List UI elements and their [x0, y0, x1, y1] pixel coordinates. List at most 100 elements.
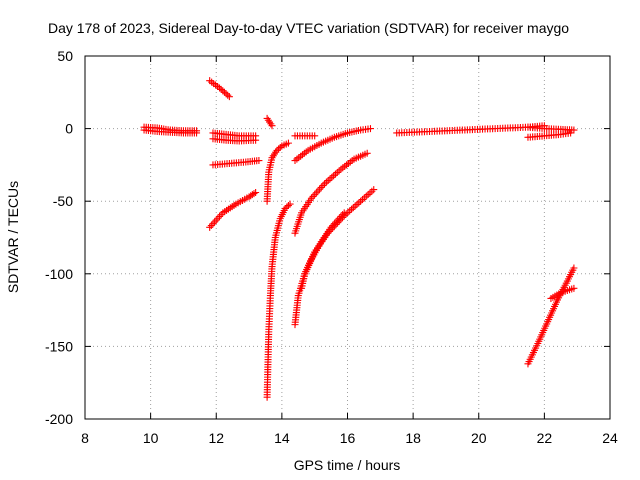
- data-point: [328, 173, 336, 181]
- data-point: [331, 170, 339, 178]
- series-arc-13: [291, 149, 371, 237]
- data-point: [364, 191, 372, 199]
- data-point: [209, 220, 217, 228]
- data-point: [252, 136, 260, 144]
- data-point: [311, 191, 319, 199]
- series-arc-07: [206, 188, 260, 231]
- data-point: [314, 187, 322, 195]
- data-point: [219, 87, 227, 95]
- data-point: [276, 143, 284, 151]
- data-point: [206, 223, 214, 231]
- data-point: [322, 178, 330, 186]
- y-tick-label: -200: [45, 411, 73, 427]
- data-point: [363, 149, 371, 157]
- data-point: [273, 146, 281, 154]
- data-point: [222, 90, 230, 98]
- data-point: [360, 194, 368, 202]
- data-point: [351, 202, 359, 210]
- data-point: [250, 190, 258, 198]
- y-tick-label: -50: [53, 193, 73, 209]
- data-point: [357, 197, 365, 205]
- x-tick-label: 16: [340, 430, 356, 446]
- data-point: [359, 196, 366, 204]
- data-point: [212, 216, 220, 224]
- x-axis-label: GPS time / hours: [294, 457, 401, 473]
- data-point: [284, 139, 292, 147]
- data-point: [366, 125, 374, 133]
- y-tick-label: 50: [57, 48, 73, 64]
- data-point: [286, 200, 294, 208]
- data-point: [311, 132, 319, 140]
- x-tick-label: 14: [274, 430, 290, 446]
- data-point: [362, 192, 370, 200]
- data-point: [324, 177, 332, 185]
- x-tick-label: 18: [405, 430, 421, 446]
- data-point: [252, 188, 260, 196]
- data-point: [317, 183, 325, 191]
- data-point: [220, 88, 228, 96]
- data-point: [268, 122, 276, 130]
- data-point: [283, 203, 291, 211]
- data-point: [319, 182, 327, 190]
- data-point: [312, 189, 320, 197]
- series-arc-02: [140, 126, 201, 137]
- data-point: [284, 202, 292, 210]
- data-point: [348, 205, 356, 213]
- data-point: [211, 218, 219, 226]
- series-arc-08: [263, 114, 276, 130]
- chart-title: Day 178 of 2023, Sidereal Day-to-day VTE…: [48, 20, 569, 36]
- data-point: [309, 192, 317, 200]
- data-point: [570, 284, 578, 292]
- data-point: [225, 93, 233, 101]
- data-point: [570, 126, 578, 134]
- data-point: [368, 187, 376, 195]
- series-arc-15: [298, 209, 348, 292]
- data-point: [330, 172, 338, 180]
- data-point: [326, 175, 334, 183]
- data-point: [355, 199, 363, 207]
- series-arc-12: [291, 125, 374, 165]
- series-arc-11: [291, 132, 319, 140]
- series-arc-06: [209, 157, 263, 169]
- grid-layer: [85, 56, 610, 419]
- data-point: [214, 214, 222, 222]
- data-point: [321, 180, 329, 188]
- y-axis-label: SDTVAR / TECUs: [5, 181, 21, 293]
- data-point: [567, 129, 575, 137]
- series-arc-10: [263, 200, 294, 401]
- data-point: [255, 157, 263, 165]
- data-point: [333, 168, 341, 176]
- y-tick-label: -100: [45, 266, 73, 282]
- data-point: [275, 145, 283, 153]
- data-point: [281, 204, 289, 212]
- data-point: [316, 185, 324, 193]
- x-tick-label: 12: [208, 430, 224, 446]
- data-layer: [140, 77, 578, 401]
- x-tick-label: 20: [471, 430, 487, 446]
- data-point: [340, 209, 348, 217]
- series-arc-05: [209, 135, 260, 145]
- y-tick-label: -150: [45, 338, 73, 354]
- tick-layer: 8 10 12 14 16 18 20 22 24 -200 -150 -100 -50 0 50: [45, 48, 618, 446]
- data-point: [217, 211, 225, 219]
- series-arc-19: [524, 264, 578, 368]
- series-arc-09: [263, 139, 292, 205]
- x-tick-label: 22: [537, 430, 553, 446]
- data-point: [366, 189, 374, 197]
- data-point: [370, 186, 378, 194]
- data-point: [349, 204, 357, 212]
- data-point: [570, 264, 578, 272]
- data-point: [207, 222, 215, 230]
- data-point: [224, 91, 232, 99]
- series-arc-03: [206, 77, 233, 101]
- data-point: [335, 167, 343, 175]
- y-tick-label: 0: [65, 121, 73, 137]
- series-arc-20: [547, 284, 578, 302]
- series-arc-17: [524, 129, 575, 141]
- data-point: [216, 212, 224, 220]
- x-tick-label: 8: [81, 430, 89, 446]
- x-tick-label: 24: [602, 430, 618, 446]
- data-point: [217, 85, 225, 93]
